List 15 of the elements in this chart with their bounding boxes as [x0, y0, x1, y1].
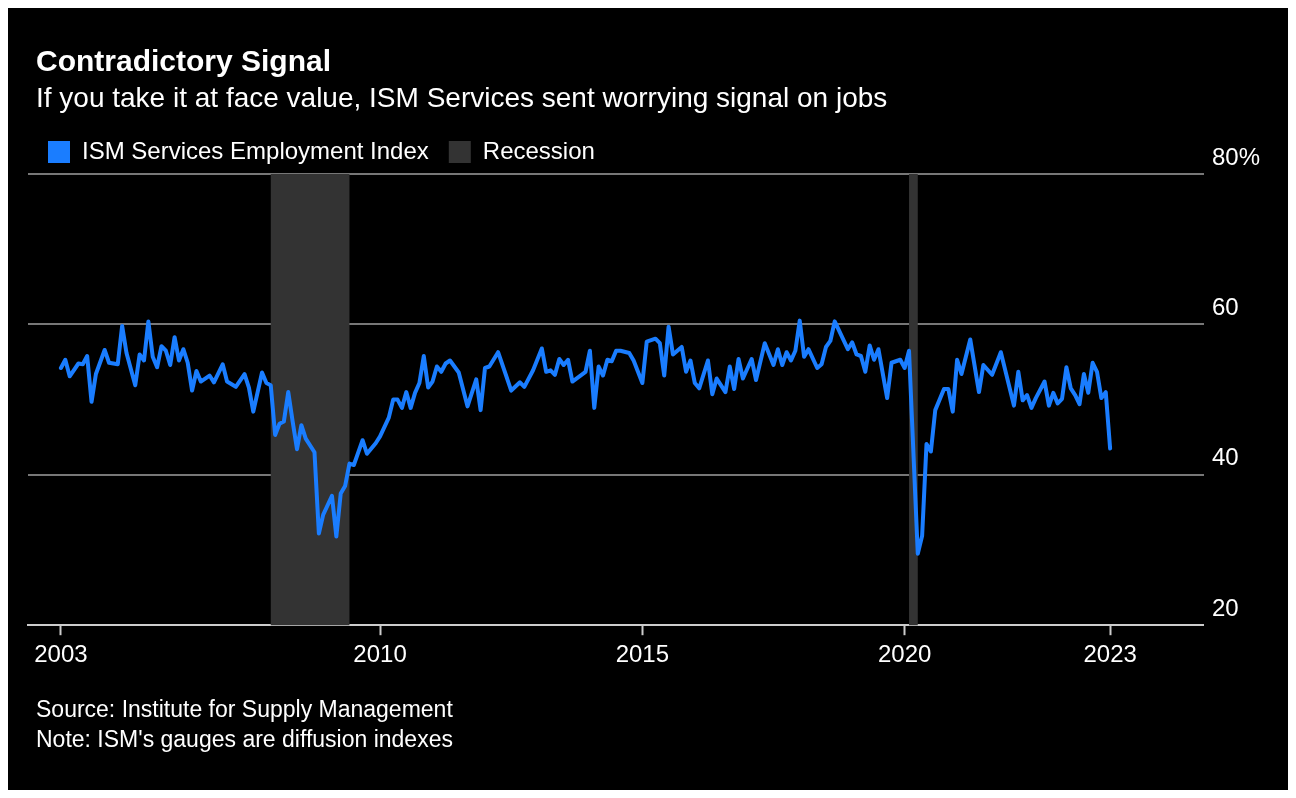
legend-label: Recession: [482, 136, 595, 164]
chart-title: Contradictory Signal: [35, 44, 333, 78]
text: Note: ISM's gauges are diffusion indexes: [36, 725, 454, 754]
x-tick-label: 2015: [615, 640, 670, 668]
y-tick-label: 40: [1211, 443, 1239, 471]
chart-subtitle: If you take it at face value, ISM Services sent worrying signal on jobs: [35, 82, 889, 114]
x-tick-label: 2023: [1083, 640, 1137, 668]
x-tick-label: 2010: [353, 640, 407, 668]
y-tick-label: 60: [1211, 293, 1239, 321]
y-tick-label: 20: [1211, 593, 1239, 621]
y-tick-label: 80%: [1211, 142, 1261, 170]
legend-label: ISM Services Employment Index: [82, 136, 429, 164]
x-tick-label: 2003: [34, 640, 88, 668]
x-tick-label: 2020: [877, 640, 932, 668]
source-note: Source: Institute for Supply Management: [36, 695, 454, 724]
